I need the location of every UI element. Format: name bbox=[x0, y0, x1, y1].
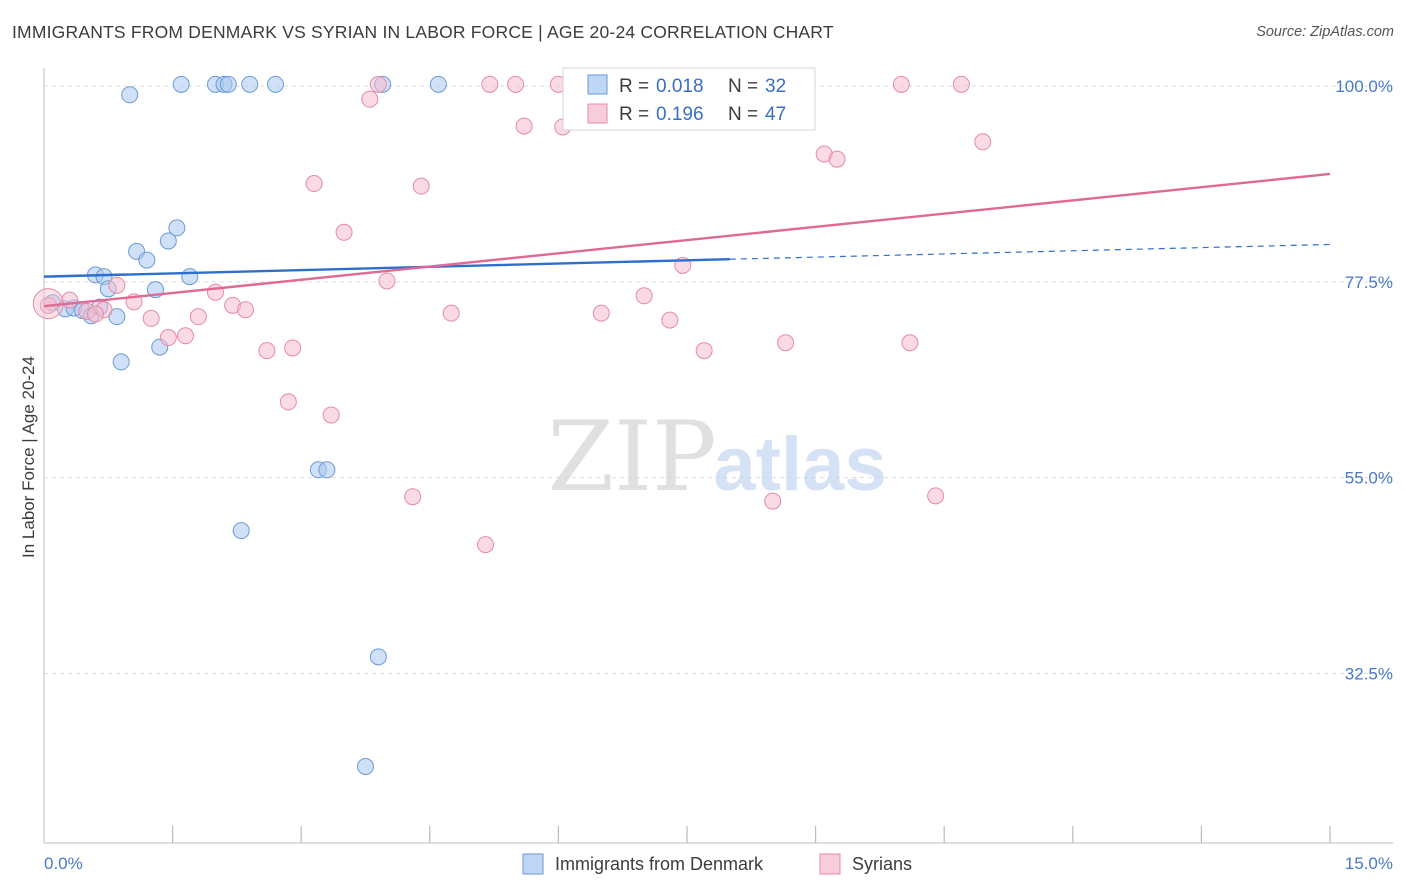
trend-layer bbox=[43, 172, 1331, 308]
data-point-denmark bbox=[138, 251, 156, 269]
y-tick-label: 32.5% bbox=[1345, 664, 1393, 683]
data-point-syrians bbox=[369, 75, 387, 93]
data-point-syrians bbox=[189, 308, 207, 326]
data-point-syrians bbox=[86, 305, 104, 323]
stats-r-value-denmark: 0.018 bbox=[656, 76, 704, 97]
stats-swatch-denmark bbox=[587, 74, 608, 95]
data-point-denmark bbox=[318, 461, 336, 479]
data-point-denmark bbox=[112, 353, 130, 371]
data-point-syrians bbox=[322, 406, 340, 424]
data-point-denmark bbox=[369, 648, 387, 666]
data-point-syrians bbox=[952, 75, 970, 93]
y-axis-label: In Labor Force | Age 20-24 bbox=[19, 356, 38, 558]
data-point-syrians bbox=[142, 309, 160, 327]
stats-n-value-denmark: 32 bbox=[765, 76, 786, 97]
data-point-syrians bbox=[284, 339, 302, 357]
trend-line-extension-denmark bbox=[729, 243, 1331, 260]
data-point-syrians bbox=[507, 75, 525, 93]
data-point-syrians bbox=[481, 75, 499, 93]
data-point-syrians bbox=[764, 492, 782, 510]
legend-swatch-denmark bbox=[522, 853, 544, 875]
data-point-denmark bbox=[241, 75, 259, 93]
data-point-syrians bbox=[695, 342, 713, 360]
data-point-denmark bbox=[172, 75, 190, 93]
points-layer bbox=[32, 75, 992, 775]
data-point-denmark bbox=[219, 75, 237, 93]
data-point-denmark bbox=[121, 86, 139, 104]
data-point-syrians bbox=[477, 536, 495, 554]
data-point-syrians bbox=[442, 304, 460, 322]
y-tick-label: 55.0% bbox=[1345, 469, 1393, 488]
stats-n-label-syrians: N = bbox=[728, 104, 758, 125]
data-point-syrians bbox=[974, 133, 992, 151]
data-point-denmark bbox=[232, 522, 250, 540]
stats-box: R = 0.018 N = 32 R = 0.196 N = 47 bbox=[562, 67, 816, 131]
legend: Immigrants from Denmark Syrians bbox=[522, 853, 912, 875]
watermark-atlas: atlas bbox=[713, 422, 886, 507]
stats-n-label-denmark: N = bbox=[728, 76, 758, 97]
data-point-syrians bbox=[361, 90, 379, 108]
trend-line-denmark bbox=[43, 258, 730, 278]
legend-swatch-syrians bbox=[819, 853, 841, 875]
y-tick-label: 77.5% bbox=[1345, 273, 1393, 292]
data-point-syrians bbox=[108, 276, 126, 294]
stats-r-label-denmark: R = bbox=[619, 76, 649, 97]
chart-title: IMMIGRANTS FROM DENMARK VS SYRIAN IN LAB… bbox=[12, 22, 834, 42]
grid-layer bbox=[44, 85, 1394, 674]
x-tick-label: 0.0% bbox=[44, 854, 83, 873]
data-point-syrians bbox=[335, 223, 353, 241]
data-point-syrians bbox=[236, 301, 254, 319]
trend-line-syrians bbox=[43, 172, 1331, 308]
data-point-syrians bbox=[515, 117, 533, 135]
data-point-syrians bbox=[404, 488, 422, 506]
data-point-syrians bbox=[305, 175, 323, 193]
chart-source: Source: ZipAtlas.com bbox=[1256, 24, 1394, 40]
data-point-denmark bbox=[168, 219, 186, 237]
data-point-syrians bbox=[206, 283, 224, 301]
data-point-syrians bbox=[592, 304, 610, 322]
data-point-denmark bbox=[429, 75, 447, 93]
data-point-syrians bbox=[378, 272, 396, 290]
data-point-denmark bbox=[159, 232, 177, 250]
data-point-denmark bbox=[266, 75, 284, 93]
data-point-syrians bbox=[412, 177, 430, 195]
stats-r-label-syrians: R = bbox=[619, 104, 649, 125]
data-point-syrians bbox=[892, 75, 910, 93]
data-point-syrians bbox=[258, 342, 276, 360]
data-point-denmark bbox=[357, 757, 374, 775]
x-tick-label: 15.0% bbox=[1345, 854, 1393, 873]
tick-labels: 100.0% 77.5% 55.0% 32.5% 0.0% 15.0% bbox=[44, 77, 1393, 873]
data-point-syrians bbox=[777, 334, 795, 352]
data-point-syrians bbox=[159, 329, 177, 347]
y-tick-label: 100.0% bbox=[1335, 77, 1393, 96]
legend-label-denmark: Immigrants from Denmark bbox=[555, 854, 764, 874]
data-point-syrians bbox=[176, 327, 194, 345]
stats-n-value-syrians: 47 bbox=[765, 104, 786, 125]
stats-r-value-syrians: 0.196 bbox=[656, 104, 704, 125]
data-point-syrians bbox=[661, 311, 679, 329]
legend-label-syrians: Syrians bbox=[852, 854, 912, 874]
stats-swatch-syrians bbox=[587, 103, 608, 124]
watermark-zip: ZIP bbox=[547, 401, 716, 513]
data-point-syrians bbox=[828, 150, 846, 168]
watermark: ZIP atlas bbox=[547, 401, 886, 513]
data-point-denmark bbox=[181, 268, 199, 286]
data-point-syrians bbox=[61, 291, 79, 309]
data-point-syrians bbox=[901, 334, 919, 352]
data-point-syrians bbox=[635, 287, 653, 305]
data-point-syrians bbox=[279, 393, 297, 411]
axes-layer bbox=[43, 68, 1393, 844]
data-point-syrians bbox=[927, 487, 945, 505]
